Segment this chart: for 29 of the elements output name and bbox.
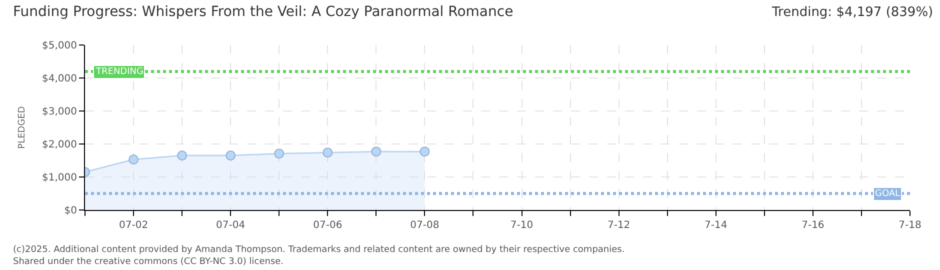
x-tick-label: 07-02 bbox=[119, 220, 148, 231]
ref-line-label: GOAL bbox=[875, 189, 900, 199]
chart-title: Funding Progress: Whispers From the Veil: A Cozy Paranormal Romance bbox=[13, 4, 514, 20]
point bbox=[322, 148, 333, 158]
point bbox=[177, 150, 188, 161]
y-tick-label: $5,000 bbox=[42, 40, 77, 52]
x-tick-label: 07-04 bbox=[216, 220, 246, 231]
y-tick-label: $2,000 bbox=[42, 140, 77, 150]
point bbox=[274, 148, 284, 159]
x-tick-label: 7-18 bbox=[898, 220, 922, 231]
x-tick-label: 7-16 bbox=[802, 220, 824, 231]
y-axis-title: PLEDGED bbox=[17, 106, 28, 149]
y-tick-label: $3,000 bbox=[42, 106, 77, 118]
x-tick-label: 7-10 bbox=[510, 220, 534, 231]
x-tick-label: 7-14 bbox=[704, 220, 728, 231]
y-tick-label: $4,000 bbox=[42, 74, 77, 84]
text: (c)2025. Additional content provided by Amanda Thompson. Trademarks and related content are owned by their respective companies. bbox=[13, 245, 625, 255]
y-tick-label: $1,000 bbox=[42, 172, 77, 184]
point bbox=[226, 150, 236, 161]
point bbox=[371, 146, 382, 157]
x-tick-label: 7-12 bbox=[607, 220, 630, 231]
point bbox=[420, 146, 430, 157]
point bbox=[128, 154, 139, 165]
ref-line-label: TRENDING bbox=[95, 67, 144, 77]
y-tick-label: $0 bbox=[64, 206, 77, 216]
chart-subtitle: Trending: $4,197 (839%) bbox=[771, 5, 934, 20]
text: Shared under the creative commons (CC BY-NC 3.0) license. bbox=[13, 257, 284, 267]
x-tick-label: 07-08 bbox=[410, 220, 440, 231]
x-tick-label: 07-06 bbox=[313, 220, 342, 231]
